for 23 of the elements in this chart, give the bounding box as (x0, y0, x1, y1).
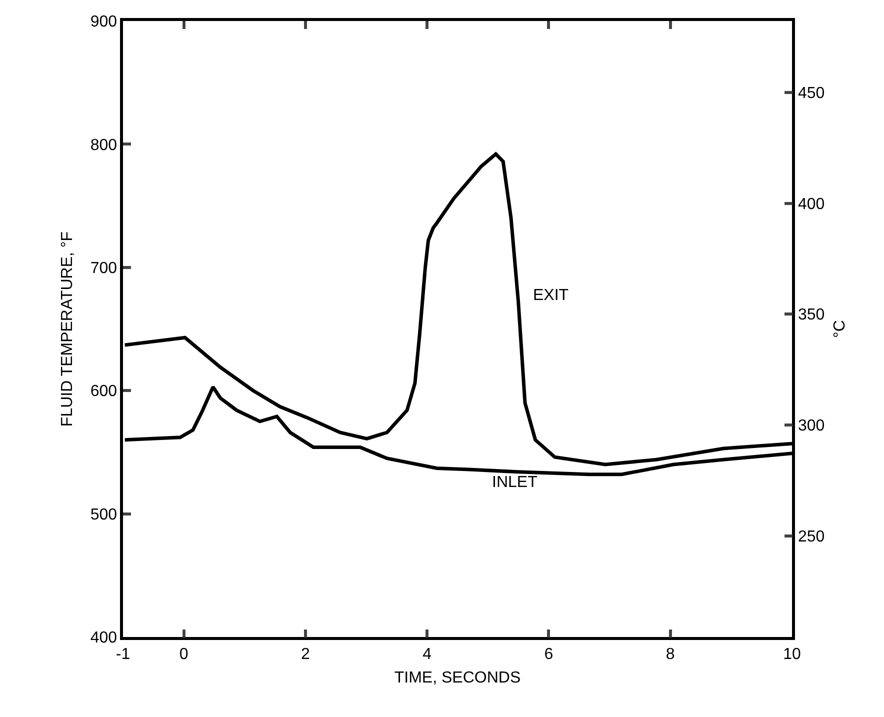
x-axis-title: TIME, SECONDS (394, 670, 521, 687)
y2-tick-label: 400 (798, 196, 825, 213)
y-tick-label: 600 (90, 383, 118, 400)
x-tick-label: 6 (544, 646, 554, 663)
y-tick-label: 400 (90, 630, 118, 647)
x-tick-label: 10 (783, 646, 801, 663)
y2-tick-label: 300 (798, 418, 825, 435)
y-tick-label: 700 (90, 260, 118, 277)
y-axis-title: FLUID TEMPERATURE, °F (59, 231, 76, 427)
series-label: EXIT (533, 287, 569, 304)
x-tick-label: 0 (179, 646, 188, 663)
y2-tick-label: 250 (798, 528, 825, 546)
y-tick-label: 900 (90, 14, 118, 31)
x-tick-label: 2 (300, 646, 310, 663)
x-tick-label: 4 (422, 646, 432, 663)
x-tick-label: -1 (116, 646, 130, 663)
y2-tick-label: 350 (798, 306, 825, 324)
y2-axis-title: °C (831, 320, 848, 338)
y-tick-label: 800 (90, 136, 118, 154)
series-label: INLET (492, 474, 538, 491)
y-tick-label: 500 (90, 506, 118, 524)
x-tick-label: 8 (666, 646, 675, 663)
y2-tick-label: 450 (798, 85, 825, 102)
